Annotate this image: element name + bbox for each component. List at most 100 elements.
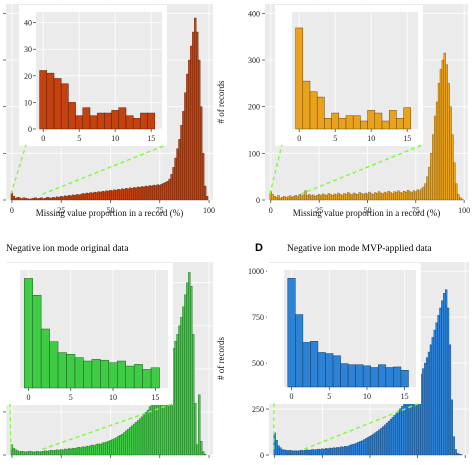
bar bbox=[372, 433, 375, 456]
bar bbox=[138, 187, 142, 201]
bar bbox=[81, 193, 85, 201]
bar bbox=[387, 421, 391, 456]
y-tick-label: 0 bbox=[256, 196, 260, 205]
panel-C: Negative ion mode original data 0 5 10 15 bbox=[3, 244, 213, 458]
bar bbox=[323, 448, 326, 456]
bar bbox=[34, 451, 37, 456]
bar bbox=[307, 450, 311, 456]
inset-bar bbox=[347, 364, 356, 388]
bar bbox=[176, 334, 179, 456]
zoom-connector bbox=[42, 144, 167, 195]
bar bbox=[174, 341, 177, 456]
bar bbox=[150, 185, 154, 201]
bar bbox=[28, 451, 31, 456]
bar bbox=[329, 194, 332, 201]
bar bbox=[441, 300, 444, 456]
bar bbox=[115, 190, 118, 201]
bar bbox=[383, 191, 387, 201]
inset-bar bbox=[68, 102, 76, 130]
bar bbox=[302, 194, 305, 201]
x-tick-label: 100 bbox=[458, 206, 470, 215]
inset-bar bbox=[400, 370, 409, 388]
bar bbox=[203, 185, 207, 201]
bar bbox=[406, 190, 410, 201]
bar bbox=[79, 194, 83, 201]
bar bbox=[355, 442, 358, 456]
bar bbox=[172, 167, 175, 201]
bar bbox=[319, 449, 322, 456]
bar bbox=[370, 193, 373, 201]
inset-bar bbox=[340, 363, 349, 388]
bar bbox=[32, 197, 35, 201]
bar bbox=[346, 192, 350, 201]
bar bbox=[91, 444, 94, 456]
zoom-connector bbox=[269, 144, 283, 195]
bar bbox=[300, 450, 303, 456]
y-tick-label: 300 bbox=[248, 56, 260, 65]
inset-x-tick-label: 10 bbox=[109, 393, 117, 402]
inset-bar bbox=[140, 112, 148, 130]
bar bbox=[459, 197, 462, 201]
bar bbox=[62, 449, 65, 456]
bar bbox=[20, 198, 23, 201]
bar bbox=[451, 134, 454, 201]
bar bbox=[332, 447, 335, 456]
panel-D: 0 250 500 750 1000 # of records Negative ion m… bbox=[216, 242, 469, 460]
bar bbox=[384, 424, 387, 456]
inset-bar bbox=[302, 80, 311, 130]
bar bbox=[69, 448, 73, 456]
bar bbox=[60, 449, 63, 456]
bar bbox=[184, 294, 187, 456]
zoom-connector bbox=[42, 403, 173, 450]
zoom-connector bbox=[10, 144, 27, 195]
bar bbox=[77, 447, 81, 456]
inset-bar bbox=[388, 110, 397, 130]
bar bbox=[374, 432, 377, 456]
bar bbox=[375, 193, 379, 201]
inset-bar bbox=[147, 112, 156, 130]
bar bbox=[321, 193, 325, 201]
bar bbox=[321, 448, 324, 456]
bar bbox=[16, 450, 19, 456]
bar bbox=[117, 436, 120, 456]
bar bbox=[18, 197, 21, 201]
bar bbox=[331, 195, 334, 201]
bar bbox=[325, 195, 329, 201]
x-tick-label: 50 bbox=[363, 206, 371, 215]
bar bbox=[354, 193, 358, 201]
bar bbox=[342, 446, 345, 456]
bar bbox=[358, 192, 361, 201]
bar bbox=[368, 436, 372, 456]
bar bbox=[335, 194, 338, 201]
bar bbox=[56, 449, 59, 456]
bar bbox=[121, 434, 124, 456]
x-tick-label: 25 bbox=[315, 206, 323, 215]
bar bbox=[309, 449, 313, 456]
bar bbox=[46, 451, 49, 456]
bar bbox=[435, 322, 438, 456]
bar bbox=[65, 449, 69, 456]
bar bbox=[73, 448, 77, 456]
inset-bar bbox=[403, 107, 412, 130]
bar bbox=[364, 192, 367, 201]
bar bbox=[285, 450, 288, 456]
bar bbox=[449, 106, 452, 201]
bar bbox=[418, 190, 421, 201]
bar bbox=[16, 197, 19, 201]
bar bbox=[28, 198, 31, 201]
inset-bar bbox=[310, 341, 319, 388]
inset-bar bbox=[150, 367, 160, 389]
inset-bar bbox=[46, 72, 55, 130]
bar bbox=[290, 450, 293, 456]
bar bbox=[44, 197, 47, 201]
bar bbox=[389, 192, 392, 201]
bar bbox=[79, 447, 83, 456]
bar bbox=[279, 447, 282, 456]
bar bbox=[93, 445, 96, 456]
inset-bar bbox=[57, 352, 67, 389]
bar bbox=[152, 184, 156, 201]
bar bbox=[54, 197, 57, 201]
inset-bar bbox=[117, 360, 126, 389]
bar bbox=[348, 193, 352, 201]
bar bbox=[109, 440, 112, 456]
